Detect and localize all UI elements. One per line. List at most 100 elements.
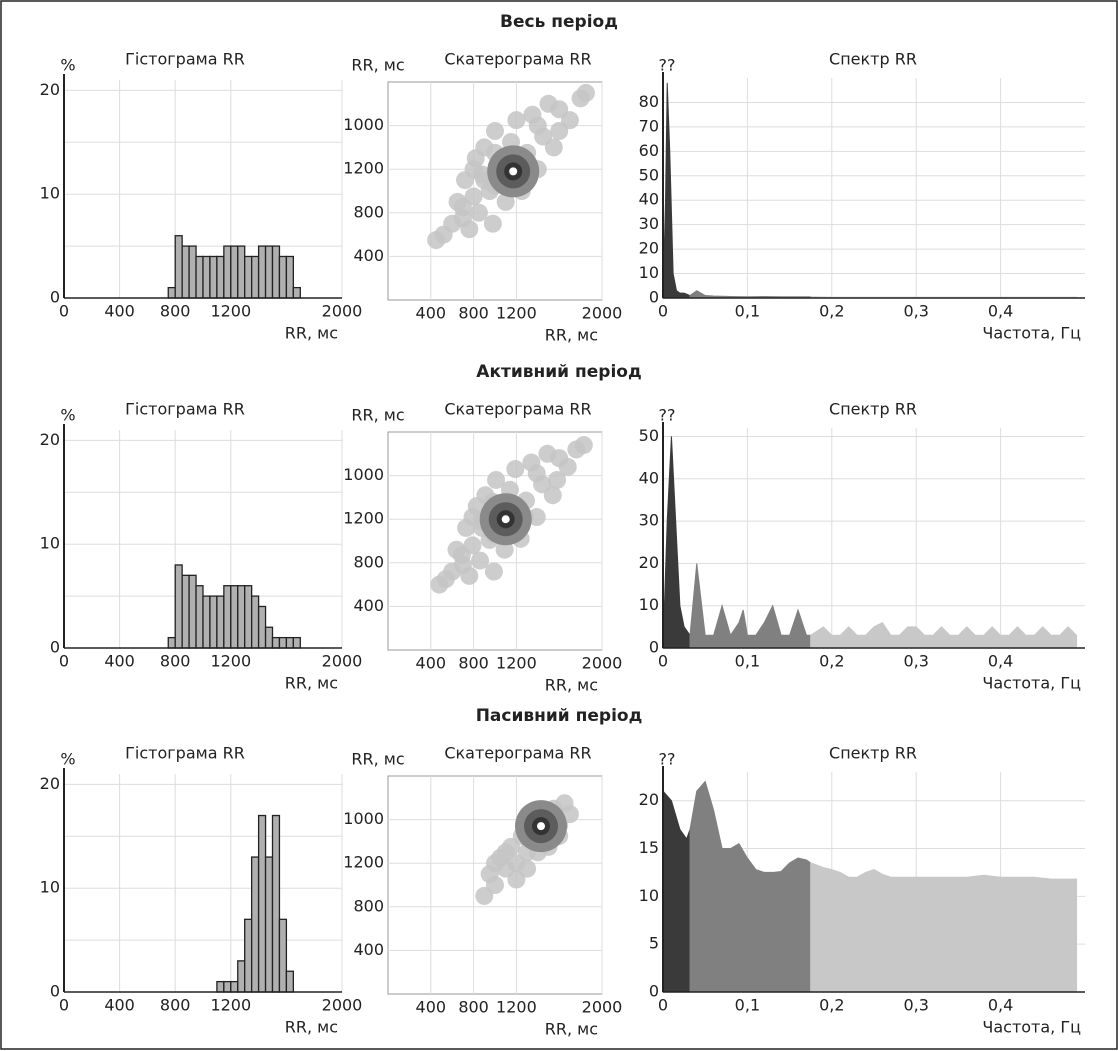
chart-title: Гістограма RR [125, 50, 245, 69]
y-tick-label: 1200 [343, 853, 384, 872]
point [548, 470, 567, 489]
y-tick-label: 50 [639, 165, 659, 184]
point [460, 220, 479, 239]
x-tick-label: 800 [458, 998, 489, 1017]
bar [237, 960, 246, 993]
y-tick-label: 10 [639, 595, 659, 614]
point [471, 551, 490, 570]
bar [174, 235, 183, 299]
x-tick-label: 0,4 [988, 302, 1013, 321]
density-core [537, 822, 546, 831]
y-axis-label: % [60, 750, 75, 769]
chart-title: Скатерограма RR [444, 744, 591, 763]
panel-title: Весь період [500, 12, 618, 32]
y-tick-label: 0 [50, 638, 60, 657]
x-tick-label: 0,1 [735, 302, 760, 321]
x-tick-label: 0,1 [735, 996, 760, 1015]
bar [188, 574, 197, 649]
x-tick-label: 0,3 [903, 302, 928, 321]
bar [237, 245, 246, 299]
spectrum-band [810, 862, 1078, 993]
y-tick-label: 800 [353, 552, 384, 571]
y-axis-label: ?? [659, 56, 676, 75]
x-tick-label: 0 [59, 652, 69, 671]
point [486, 122, 504, 141]
y-axis-label: RR, мс [351, 750, 404, 769]
y-tick-label: 50 [639, 426, 659, 445]
point [463, 508, 482, 527]
y-tick-label: 10 [40, 534, 60, 553]
y-tick-label: 20 [639, 553, 659, 572]
x-tick-label: 400 [104, 996, 135, 1015]
bar [223, 980, 232, 993]
chart-title: Гістограма RR [125, 400, 245, 419]
x-axis-label: RR, мс [545, 1020, 598, 1039]
y-tick-label: 1200 [343, 509, 384, 528]
y-tick-label: 40 [639, 468, 659, 487]
point [496, 192, 515, 211]
point [464, 160, 483, 179]
y-tick-label: 30 [639, 511, 659, 530]
y-tick-label: 0 [50, 288, 60, 307]
x-axis-label: RR, мс [545, 326, 598, 345]
bar [257, 605, 267, 649]
bar [257, 814, 267, 993]
y-tick-label: 0 [50, 982, 60, 1001]
x-tick-label: 1200 [210, 996, 251, 1015]
spectrum-band [689, 563, 812, 649]
bar [237, 585, 246, 649]
chart-title: Скатерограма RR [444, 50, 591, 69]
bar [285, 970, 294, 993]
bar [285, 255, 294, 299]
bar [167, 286, 176, 299]
bar [250, 255, 260, 299]
point [544, 138, 563, 157]
x-axis-label: Частота, Гц [982, 324, 1081, 343]
x-tick-label: 1200 [496, 998, 537, 1017]
bar [264, 856, 274, 993]
x-tick-label: 800 [160, 996, 191, 1015]
x-tick-label: 0,4 [988, 996, 1013, 1015]
x-tick-label: 2000 [582, 654, 623, 673]
x-tick-label: 2000 [582, 998, 623, 1017]
y-tick-label: 1000 [343, 465, 384, 484]
bar [250, 595, 260, 649]
x-tick-label: 400 [416, 654, 447, 673]
bar [244, 918, 253, 993]
bar [292, 636, 301, 649]
bar [257, 245, 267, 299]
bar [278, 918, 288, 993]
y-tick-label: 400 [353, 596, 384, 615]
bar [209, 595, 218, 649]
chart-title: Спектр RR [829, 50, 917, 69]
point [486, 854, 504, 873]
x-tick-label: 0 [658, 302, 668, 321]
y-axis-label: ?? [659, 750, 676, 769]
bar [167, 636, 176, 649]
point [506, 460, 525, 479]
bar [223, 585, 232, 649]
point [576, 83, 595, 102]
x-tick-label: 0,2 [819, 302, 844, 321]
chart-title: Скатерограма RR [444, 400, 591, 419]
x-tick-label: 800 [458, 304, 489, 323]
y-tick-label: 800 [353, 202, 384, 221]
x-tick-label: 0 [658, 996, 668, 1015]
point [487, 470, 506, 489]
y-axis-label: % [60, 56, 75, 75]
x-tick-label: 400 [416, 998, 447, 1017]
bar [216, 255, 225, 299]
bar [202, 255, 211, 299]
y-tick-label: 800 [353, 896, 384, 915]
x-tick-label: 800 [160, 302, 191, 321]
x-tick-label: 2000 [582, 304, 623, 323]
x-tick-label: 1200 [210, 652, 251, 671]
bar [244, 255, 253, 299]
chart-title: Спектр RR [829, 744, 917, 763]
bar [174, 564, 183, 649]
point [452, 546, 471, 565]
chart-title: Гістограма RR [125, 744, 245, 763]
x-tick-label: 0,2 [819, 652, 844, 671]
density-core [501, 515, 510, 524]
